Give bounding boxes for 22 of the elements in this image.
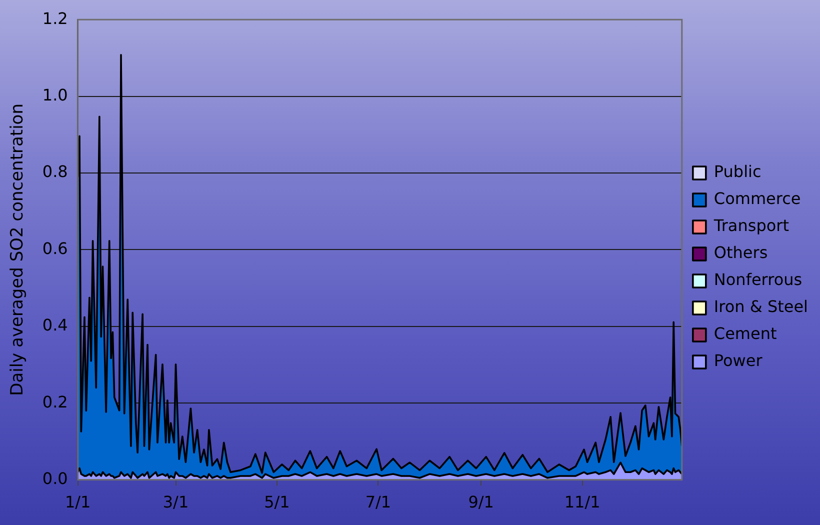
y-tick-label: 1.0 bbox=[42, 85, 68, 104]
legend-label: Public bbox=[714, 162, 762, 182]
legend-label: Transport bbox=[712, 216, 789, 236]
x-tick-label: 1/1 bbox=[64, 492, 91, 512]
y-tick-label: 0.2 bbox=[42, 392, 68, 412]
y-axis-title: Daily averaged SO2 concentration bbox=[8, 104, 28, 396]
legend-label: Iron & Steel bbox=[714, 297, 808, 316]
legend-label: Others bbox=[714, 243, 768, 262]
y-tick-label: 0.8 bbox=[42, 162, 68, 182]
x-tick-label: 5/1 bbox=[264, 492, 290, 512]
x-tick-label: 9/1 bbox=[468, 492, 494, 512]
y-tick-label: 0.6 bbox=[42, 238, 68, 258]
legend-label: Commerce bbox=[714, 189, 801, 208]
legend-label: Nonferrous bbox=[714, 270, 802, 290]
y-tick-label: 0.4 bbox=[42, 316, 68, 335]
x-tick-label: 7/1 bbox=[365, 492, 392, 512]
legend-label: Power bbox=[714, 351, 763, 370]
legend-label: Cement bbox=[714, 324, 777, 344]
y-tick-label: 1.2 bbox=[42, 8, 68, 28]
y-tick-label: 0.0 bbox=[42, 468, 68, 488]
x-tick-label: 3/1 bbox=[162, 492, 189, 512]
x-tick-label: 11/1 bbox=[564, 492, 600, 512]
